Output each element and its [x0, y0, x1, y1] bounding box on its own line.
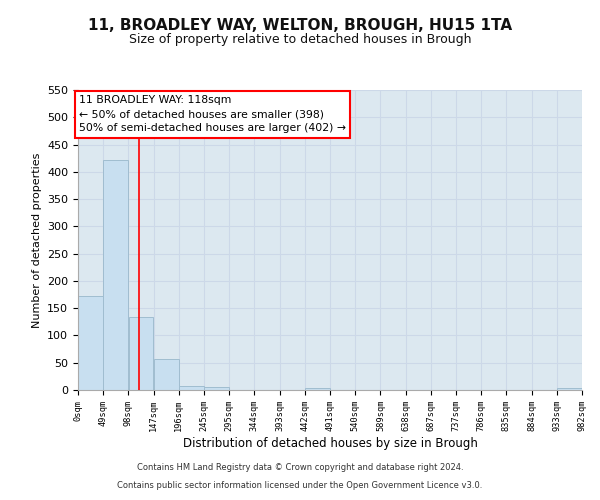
Y-axis label: Number of detached properties: Number of detached properties: [32, 152, 41, 328]
Bar: [204, 388, 229, 390]
Bar: [154, 359, 179, 390]
Text: 11 BROADLEY WAY: 118sqm
← 50% of detached houses are smaller (398)
50% of semi-d: 11 BROADLEY WAY: 118sqm ← 50% of detache…: [79, 96, 346, 134]
Bar: [78, 296, 103, 390]
Text: Contains public sector information licensed under the Open Government Licence v3: Contains public sector information licen…: [118, 481, 482, 490]
Bar: [128, 318, 154, 390]
Text: Contains HM Land Registry data © Crown copyright and database right 2024.: Contains HM Land Registry data © Crown c…: [137, 464, 463, 472]
Bar: [557, 388, 582, 390]
Text: Size of property relative to detached houses in Brough: Size of property relative to detached ho…: [129, 32, 471, 46]
Bar: [103, 160, 128, 390]
Bar: [179, 386, 204, 390]
X-axis label: Distribution of detached houses by size in Brough: Distribution of detached houses by size …: [182, 437, 478, 450]
Bar: [305, 388, 330, 390]
Text: 11, BROADLEY WAY, WELTON, BROUGH, HU15 1TA: 11, BROADLEY WAY, WELTON, BROUGH, HU15 1…: [88, 18, 512, 32]
